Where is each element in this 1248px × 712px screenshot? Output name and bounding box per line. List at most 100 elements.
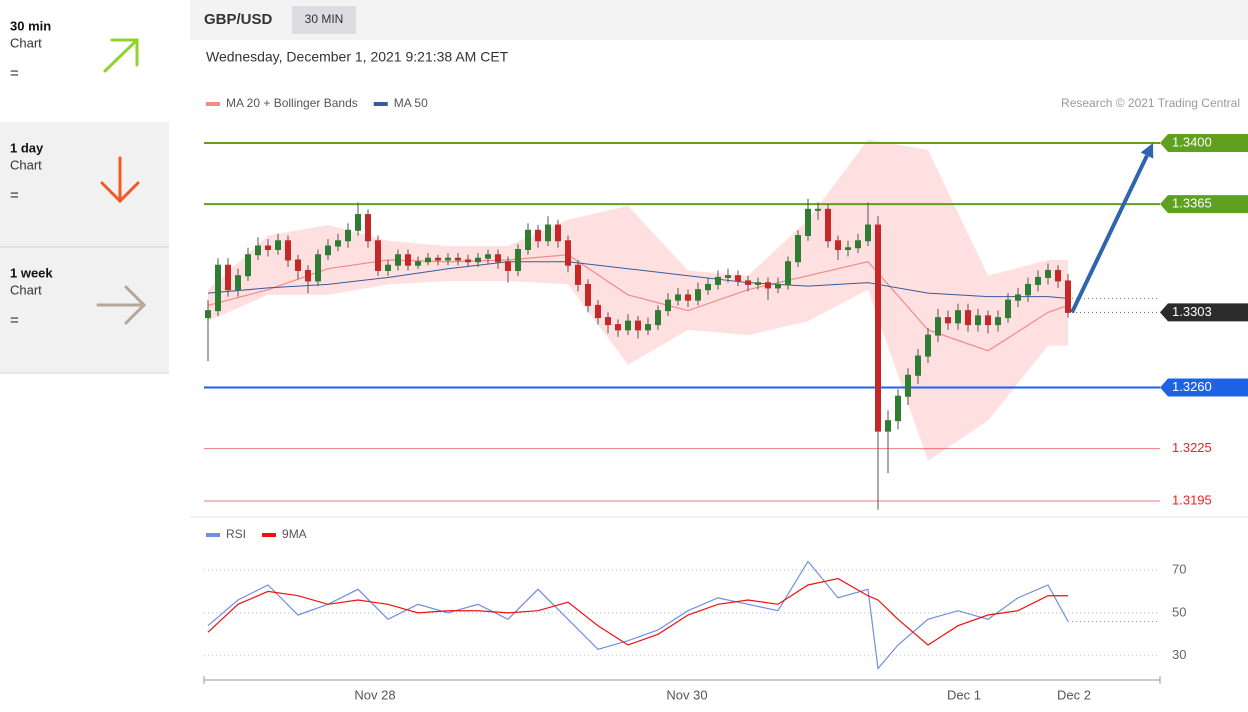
candle-body [285,240,291,261]
candle-body [275,240,281,250]
candle-body [685,294,691,301]
candle-body [735,275,741,282]
candle-body [695,289,701,301]
candle-body [205,310,211,319]
candle-body [1045,269,1051,278]
candle-body [325,245,331,256]
candle-body [485,254,491,259]
interval-box[interactable] [292,6,356,34]
candle-body [665,299,671,312]
level-label: 1.3260 [1172,379,1212,394]
candle-body [705,283,711,291]
candle-body [335,240,341,247]
candle-body [555,224,561,242]
candle-body [515,248,521,271]
candle-body [925,334,931,357]
candle-body [395,254,401,266]
chart-link[interactable]: Chart [10,282,42,297]
candle-body [225,264,231,291]
candle-body [985,315,991,326]
level-label: 1.3365 [1172,196,1212,211]
legend-label: RSI [226,527,246,541]
candle-body [595,304,601,319]
chart-link[interactable]: Chart [10,157,42,172]
candle-body [855,240,861,249]
chart-link[interactable]: Chart [10,35,42,50]
candle-body [495,254,501,263]
candle-body [305,269,311,282]
candle-body [815,208,821,211]
candle-body [885,420,891,432]
candle-body [345,229,351,242]
legend-label: MA 50 [394,96,428,110]
level-label: 1.3225 [1172,440,1212,455]
level-label: 1.3400 [1172,134,1212,149]
candle-body [835,240,841,250]
y-tick-label: 30 [1172,647,1186,662]
x-tick-label: Dec 1 [947,687,981,702]
trend-arrow-down [100,156,140,204]
candle-body [415,261,421,266]
level-tag [1160,378,1248,397]
candle-body [575,264,581,285]
legend-swatch [206,102,220,106]
x-tick-label: Dec 2 [1057,687,1091,702]
candle-body [905,374,911,397]
candle-body [605,317,611,326]
candle-body [215,264,221,312]
level-tag [1160,195,1248,214]
candle-body [455,257,461,261]
status: = [10,312,19,329]
ma50-line [207,261,1069,299]
legend-swatch [206,533,220,537]
ma20-line [207,254,1069,352]
candle-body [845,247,851,250]
candle-body [635,320,641,331]
candle-body [775,283,781,289]
period: 1 day [10,140,44,155]
candle-body [955,310,961,324]
credit: Research © 2021 Trading Central [1061,96,1240,110]
candle-body [375,240,381,271]
y-tick-label: 50 [1172,604,1186,619]
candle-body [1015,294,1021,301]
status: = [10,187,19,204]
candle-body [975,315,981,326]
candle-body [655,310,661,326]
legend-label: MA 20 + Bollinger Bands [226,96,358,110]
candle-body [795,235,801,263]
candle-body [435,257,441,261]
candle-body [315,254,321,282]
candle-body [945,317,951,324]
period: 1 week [10,265,53,280]
legend-swatch [262,533,277,537]
candle-body [235,275,241,291]
candle-body [585,283,591,306]
candle-body [715,276,721,285]
x-tick-label: Nov 30 [666,687,707,702]
sidebar-block [0,122,169,247]
candle-body [625,320,631,331]
candle-body [1065,280,1071,313]
interval[interactable]: 30 MIN [305,12,344,26]
timestamp: Wednesday, December 1, 2021 9:21:38 AM C… [206,49,509,65]
candle-body [425,257,431,263]
candle-body [745,280,751,285]
candle-body [1035,276,1041,285]
candle-body [565,240,571,266]
legend-swatch [373,102,388,106]
candle-body [405,254,411,266]
candle-body [505,261,511,271]
bollinger-band [208,139,1068,461]
candle-body [255,245,261,256]
candle-body [295,259,301,271]
candle-body [535,229,541,242]
candle-body [525,229,531,250]
level-label: 1.3303 [1172,304,1212,319]
candle-body [785,261,791,285]
rsi-line [207,577,1068,646]
candle-body [825,208,831,242]
candle-body [755,282,761,285]
candle-body [475,257,481,263]
